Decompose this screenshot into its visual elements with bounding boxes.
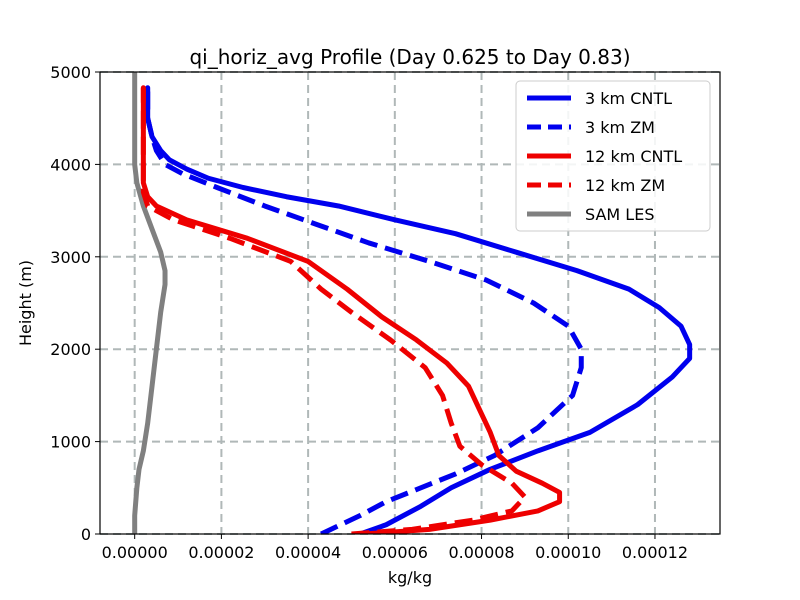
y-tick-label: 5000	[50, 63, 91, 82]
legend-label: 12 km ZM	[585, 176, 665, 195]
x-tick-label: 0.00000	[102, 543, 168, 562]
legend: 3 km CNTL 3 km ZM 12 km CNTL 12 km ZM SAM LE…	[515, 80, 711, 232]
legend-label: 12 km CNTL	[585, 147, 682, 166]
series-line-sam-les	[132, 72, 168, 534]
series-line-12-km-zm	[140, 87, 528, 534]
x-tick-label: 0.00004	[275, 543, 341, 562]
series-lines	[132, 72, 693, 534]
x-tick-label: 0.00010	[535, 543, 601, 562]
plot-frame	[99, 71, 721, 535]
x-axis-label: kg/kg	[388, 568, 432, 587]
x-tick-label: 0.00008	[448, 543, 514, 562]
y-axis-ticks: 0 1000 2000 3000 4000 5000	[50, 63, 100, 544]
series-line-12-km-cntl	[140, 85, 563, 534]
y-tick-label: 1000	[50, 433, 91, 452]
x-tick-label: 0.00002	[188, 543, 254, 562]
y-tick-label: 4000	[50, 155, 91, 174]
legend-label: 3 km ZM	[585, 118, 655, 137]
series-line-3-km-cntl	[145, 85, 693, 534]
x-tick-label: 0.00012	[622, 543, 688, 562]
y-tick-label: 3000	[50, 248, 91, 267]
y-axis-label: Height (m)	[16, 260, 35, 346]
x-tick-label: 0.00006	[362, 543, 428, 562]
y-tick-label: 0	[81, 525, 91, 544]
series-line-3-km-zm	[145, 87, 584, 534]
grid-lines	[100, 71, 720, 535]
legend-label: 3 km CNTL	[585, 89, 672, 108]
y-tick-label: 2000	[50, 340, 91, 359]
legend-box	[515, 80, 711, 232]
chart-title: qi_horiz_avg Profile (Day 0.625 to Day 0…	[189, 45, 630, 69]
legend-label: SAM LES	[585, 205, 654, 224]
x-axis-ticks: 0.00000 0.00002 0.00004 0.00006 0.00008 0.000…	[102, 534, 688, 562]
